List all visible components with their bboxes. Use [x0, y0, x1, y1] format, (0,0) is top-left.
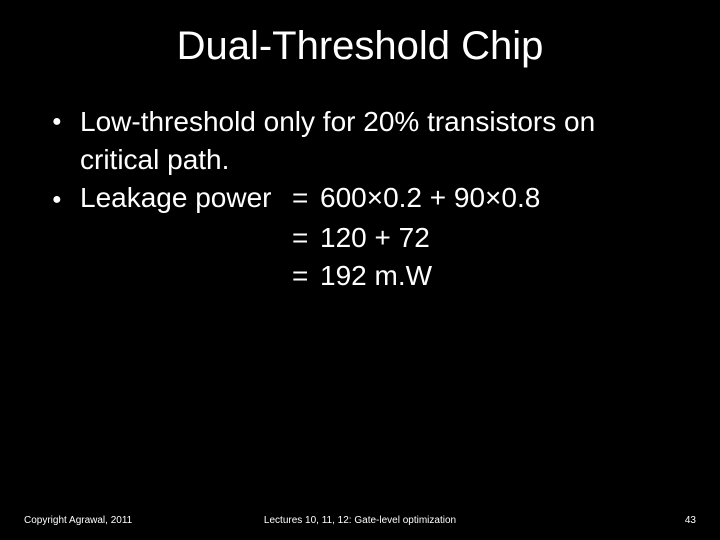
eq-sign: = [292, 219, 320, 257]
spacer [80, 257, 292, 295]
eq-value: 120 + 72 [320, 219, 680, 257]
bullet-item-2: ●Leakage power [80, 179, 292, 219]
slide: Dual-Threshold Chip ● Low-threshold only… [0, 0, 720, 540]
eq-value: 192 m.W [320, 257, 680, 295]
math-row: = 192 m.W [80, 257, 680, 295]
bullet-item: ● Low-threshold only for 20% transistors… [52, 103, 680, 179]
math-block: ●Leakage power = 600×0.2 + 90×0.8 = 120 … [52, 179, 680, 295]
bullet-label: Leakage power [80, 182, 271, 213]
math-row: = 120 + 72 [80, 219, 680, 257]
eq-sign: = [292, 179, 320, 219]
bullet-text: Low-threshold only for 20% transistors o… [80, 103, 680, 179]
footer-copyright: Copyright Agrawal, 2011 [24, 515, 132, 526]
bullet-icon: ● [52, 181, 80, 219]
eq-sign: = [292, 257, 320, 295]
math-row: ●Leakage power = 600×0.2 + 90×0.8 [80, 179, 680, 219]
slide-content: ● Low-threshold only for 20% transistors… [40, 103, 680, 295]
footer-page-number: 43 [685, 515, 696, 526]
eq-value: 600×0.2 + 90×0.8 [320, 179, 680, 219]
footer-lecture: Lectures 10, 11, 12: Gate-level optimiza… [264, 515, 456, 526]
slide-title: Dual-Threshold Chip [40, 24, 680, 69]
spacer [80, 219, 292, 257]
bullet-icon: ● [52, 103, 80, 141]
slide-footer: Copyright Agrawal, 2011 Lectures 10, 11,… [0, 515, 720, 526]
